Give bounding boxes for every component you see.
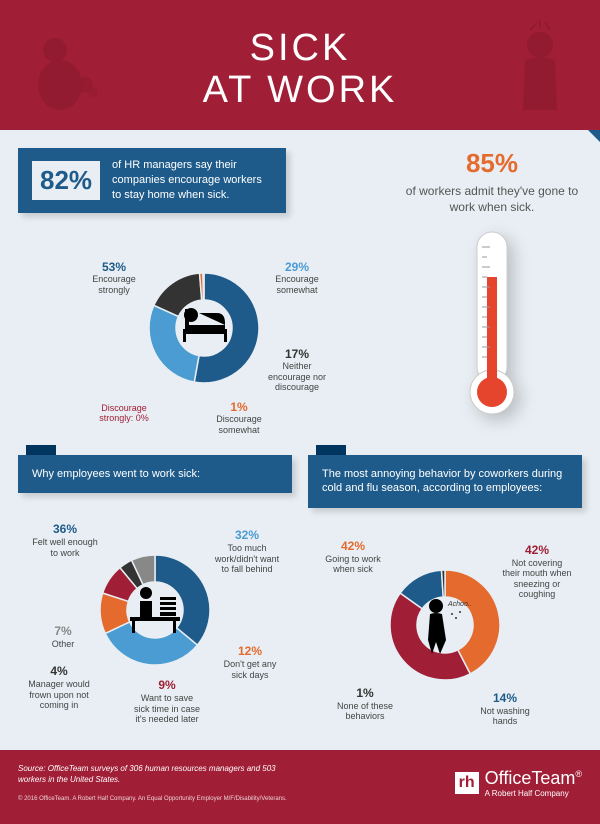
section-header-left: Why employees went to work sick: [18,455,292,494]
worker-stat: 85% of workers admit they've gone to wor… [402,148,582,433]
brand: rh OfficeTeam® A Robert Half Company [455,768,582,798]
worker-stat-pct: 85% [402,148,582,179]
hr-stat-box: 82% of HR managers say their companies e… [18,148,286,213]
hr-stat-text: of HR managers say their companies encou… [112,158,272,203]
brand-subtitle: A Robert Half Company [485,789,582,798]
bed-icon [177,301,231,355]
copyright-text: © 2016 OfficeTeam. A Robert Half Company… [18,796,287,802]
hr-stat-pct: 82% [32,161,100,200]
brand-logo: rh [455,772,479,794]
desk-icon [128,583,182,637]
hero-banner: SICK AT WORK [0,0,600,130]
source-text: Source: OfficeTeam surveys of 306 human … [18,764,278,786]
thermometer-icon [457,227,527,427]
corner-accent [588,130,600,142]
donut-chart-1: 53%Encourage strongly29%Encourage somewh… [74,233,334,433]
worker-stat-text: of workers admit they've gone to work wh… [402,183,582,215]
main-content: 82% of HR managers say their companies e… [0,130,600,750]
sneeze-icon: Achoo.. [416,594,474,656]
footer: Source: OfficeTeam surveys of 306 human … [0,750,600,824]
sick-person-left-icon [15,30,105,120]
sick-person-right-icon [495,20,585,120]
svg-text:Achoo..: Achoo.. [447,601,472,608]
donut-chart-2: 36%Felt well enough to work32%Too much w… [20,507,290,717]
section-header-right: The most annoying behavior by coworkers … [308,455,582,509]
donut-chart-3: Achoo.. 42%Going to work when sick42%Not… [310,522,580,732]
brand-name: OfficeTeam® [485,768,582,788]
